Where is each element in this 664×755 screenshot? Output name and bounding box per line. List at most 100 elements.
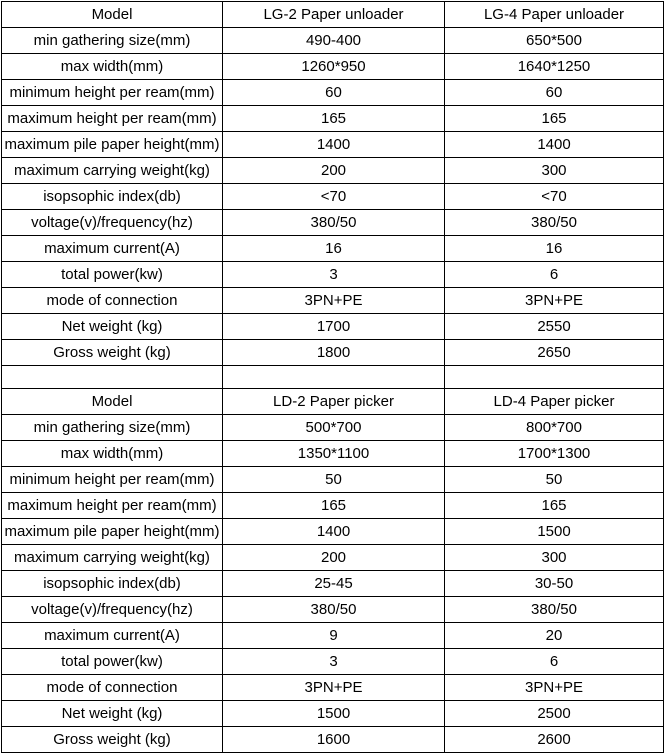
spec-value-cell: 1500 [444, 518, 664, 545]
spec-label-cell: minimum height per ream(mm) [1, 79, 223, 106]
spec-value-cell: 1400 [222, 131, 445, 158]
spec-label-cell: isopsophic index(db) [1, 183, 223, 210]
spec-value-cell: 1800 [222, 339, 445, 366]
spec-row: min gathering size(mm) 490-400 650*500 [1, 27, 664, 54]
spec-label-cell: voltage(v)/frequency(hz) [1, 209, 223, 236]
model-label-cell: Model [1, 1, 223, 28]
spec-value-cell: 3PN+PE [444, 674, 664, 701]
spec-value-cell: 1600 [222, 726, 445, 753]
model-label-cell: Model [1, 388, 223, 415]
spec-row: Net weight (kg) 1500 2500 [1, 700, 664, 727]
spec-value-cell: 9 [222, 622, 445, 649]
spec-value-cell: <70 [222, 183, 445, 210]
spec-label-cell: mode of connection [1, 674, 223, 701]
spec-value-cell: 16 [222, 235, 445, 262]
spec-value-cell: 60 [444, 79, 664, 106]
spec-label-cell: maximum height per ream(mm) [1, 492, 223, 519]
spec-row: voltage(v)/frequency(hz) 380/50 380/50 [1, 596, 664, 623]
spec-label-cell: max width(mm) [1, 440, 223, 467]
spec-row: maximum current(A) 16 16 [1, 235, 664, 262]
spec-row: Gross weight (kg) 1800 2650 [1, 339, 664, 366]
spec-label-cell: maximum pile paper height(mm) [1, 518, 223, 545]
table-gap-cell [1, 365, 223, 389]
spec-value-cell: 16 [444, 235, 664, 262]
spec-value-cell: 6 [444, 648, 664, 675]
table-header-row: Model LG-2 Paper unloader LG-4 Paper unloa… [1, 1, 664, 28]
spec-value-cell: 1700*1300 [444, 440, 664, 467]
spec-row: isopsophic index(db) 25-45 30-50 [1, 570, 664, 597]
spec-label-cell: minimum height per ream(mm) [1, 466, 223, 493]
spec-value-cell: 6 [444, 261, 664, 288]
spec-row: minimum height per ream(mm) 60 60 [1, 79, 664, 106]
spec-label-cell: maximum carrying weight(kg) [1, 544, 223, 571]
spec-row: maximum carrying weight(kg) 200 300 [1, 157, 664, 184]
spec-value-cell: <70 [444, 183, 664, 210]
spec-value-cell: 1400 [444, 131, 664, 158]
spec-value-cell: 30-50 [444, 570, 664, 597]
spec-row: total power(kw) 3 6 [1, 648, 664, 675]
spec-value-cell: 25-45 [222, 570, 445, 597]
spec-value-cell: 380/50 [222, 209, 445, 236]
spec-label-cell: maximum pile paper height(mm) [1, 131, 223, 158]
spec-label-cell: Gross weight (kg) [1, 339, 223, 366]
spec-value-cell: 20 [444, 622, 664, 649]
spec-label-cell: total power(kw) [1, 648, 223, 675]
spec-value-cell: 300 [444, 157, 664, 184]
spec-label-cell: max width(mm) [1, 53, 223, 80]
model-name-cell: LD-2 Paper picker [222, 388, 445, 415]
spec-label-cell: Net weight (kg) [1, 700, 223, 727]
spec-value-cell: 1700 [222, 313, 445, 340]
spec-row: Net weight (kg) 1700 2550 [1, 313, 664, 340]
spec-row: voltage(v)/frequency(hz) 380/50 380/50 [1, 209, 664, 236]
spec-label-cell: min gathering size(mm) [1, 414, 223, 441]
spec-value-cell: 200 [222, 544, 445, 571]
spec-value-cell: 3PN+PE [222, 674, 445, 701]
spec-value-cell: 2650 [444, 339, 664, 366]
spec-label-cell: maximum carrying weight(kg) [1, 157, 223, 184]
spec-value-cell: 380/50 [222, 596, 445, 623]
spec-row: max width(mm) 1350*1100 1700*1300 [1, 440, 664, 467]
spec-value-cell: 50 [222, 466, 445, 493]
spec-row: minimum height per ream(mm) 50 50 [1, 466, 664, 493]
spec-row: max width(mm) 1260*950 1640*1250 [1, 53, 664, 80]
spec-row: isopsophic index(db) <70 <70 [1, 183, 664, 210]
table-gap-cell [444, 365, 664, 389]
spec-value-cell: 2500 [444, 700, 664, 727]
spec-value-cell: 650*500 [444, 27, 664, 54]
spec-value-cell: 3PN+PE [222, 287, 445, 314]
spec-value-cell: 1500 [222, 700, 445, 727]
spec-value-cell: 165 [222, 492, 445, 519]
spec-value-cell: 500*700 [222, 414, 445, 441]
spec-value-cell: 800*700 [444, 414, 664, 441]
spec-row: maximum height per ream(mm) 165 165 [1, 105, 664, 132]
spec-row: total power(kw) 3 6 [1, 261, 664, 288]
spec-row: mode of connection 3PN+PE 3PN+PE [1, 674, 664, 701]
spec-label-cell: Net weight (kg) [1, 313, 223, 340]
spec-label-cell: maximum current(A) [1, 622, 223, 649]
table-gap-cell [222, 365, 445, 389]
spec-row: Gross weight (kg) 1600 2600 [1, 726, 664, 753]
spec-value-cell: 165 [444, 105, 664, 132]
spec-label-cell: isopsophic index(db) [1, 570, 223, 597]
spec-value-cell: 1260*950 [222, 53, 445, 80]
spec-row: maximum pile paper height(mm) 1400 1500 [1, 518, 664, 545]
model-name-cell: LG-4 Paper unloader [444, 1, 664, 28]
spec-value-cell: 2550 [444, 313, 664, 340]
table-header-row: Model LD-2 Paper picker LD-4 Paper picker [1, 388, 664, 415]
spec-value-cell: 1400 [222, 518, 445, 545]
spec-value-cell: 380/50 [444, 209, 664, 236]
spec-label-cell: Gross weight (kg) [1, 726, 223, 753]
spec-value-cell: 1640*1250 [444, 53, 664, 80]
spec-value-cell: 3 [222, 261, 445, 288]
spec-value-cell: 165 [444, 492, 664, 519]
spec-row: mode of connection 3PN+PE 3PN+PE [1, 287, 664, 314]
spec-label-cell: min gathering size(mm) [1, 27, 223, 54]
spec-label-cell: voltage(v)/frequency(hz) [1, 596, 223, 623]
table-gap-row [1, 365, 664, 389]
spec-value-cell: 2600 [444, 726, 664, 753]
spec-label-cell: mode of connection [1, 287, 223, 314]
spec-value-cell: 1350*1100 [222, 440, 445, 467]
model-name-cell: LD-4 Paper picker [444, 388, 664, 415]
spec-value-cell: 60 [222, 79, 445, 106]
